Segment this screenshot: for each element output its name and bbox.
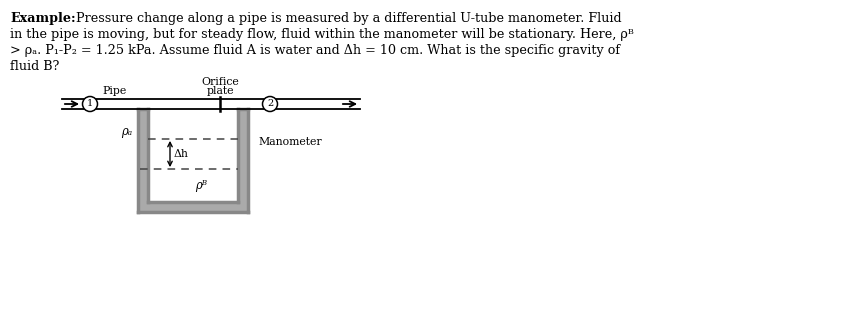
Bar — [238, 109, 248, 212]
Text: 1: 1 — [87, 100, 93, 108]
Text: Pressure change along a pipe is measured by a differential U-tube manometer. Flu: Pressure change along a pipe is measured… — [68, 12, 621, 25]
Text: fluid B?: fluid B? — [10, 60, 59, 73]
Bar — [148, 109, 238, 202]
Circle shape — [262, 96, 277, 112]
Text: Orifice: Orifice — [201, 77, 239, 87]
Text: Example:: Example: — [10, 12, 76, 25]
Bar — [138, 109, 148, 212]
Text: Δh: Δh — [174, 149, 189, 159]
Circle shape — [83, 96, 98, 112]
Bar — [138, 202, 248, 212]
Text: Manometer: Manometer — [258, 137, 322, 147]
Text: > ρₐ. P₁-P₂ = 1.25 kPa. Assume fluid A is water and Δh = 10 cm. What is the spec: > ρₐ. P₁-P₂ = 1.25 kPa. Assume fluid A i… — [10, 44, 620, 57]
Text: Pipe: Pipe — [103, 86, 127, 96]
Text: 2: 2 — [267, 100, 273, 108]
Text: in the pipe is moving, but for steady flow, fluid within the manometer will be s: in the pipe is moving, but for steady fl… — [10, 28, 634, 41]
Text: plate: plate — [207, 86, 234, 96]
Text: ρₐ: ρₐ — [121, 126, 132, 139]
Text: ρᴮ: ρᴮ — [195, 179, 207, 192]
